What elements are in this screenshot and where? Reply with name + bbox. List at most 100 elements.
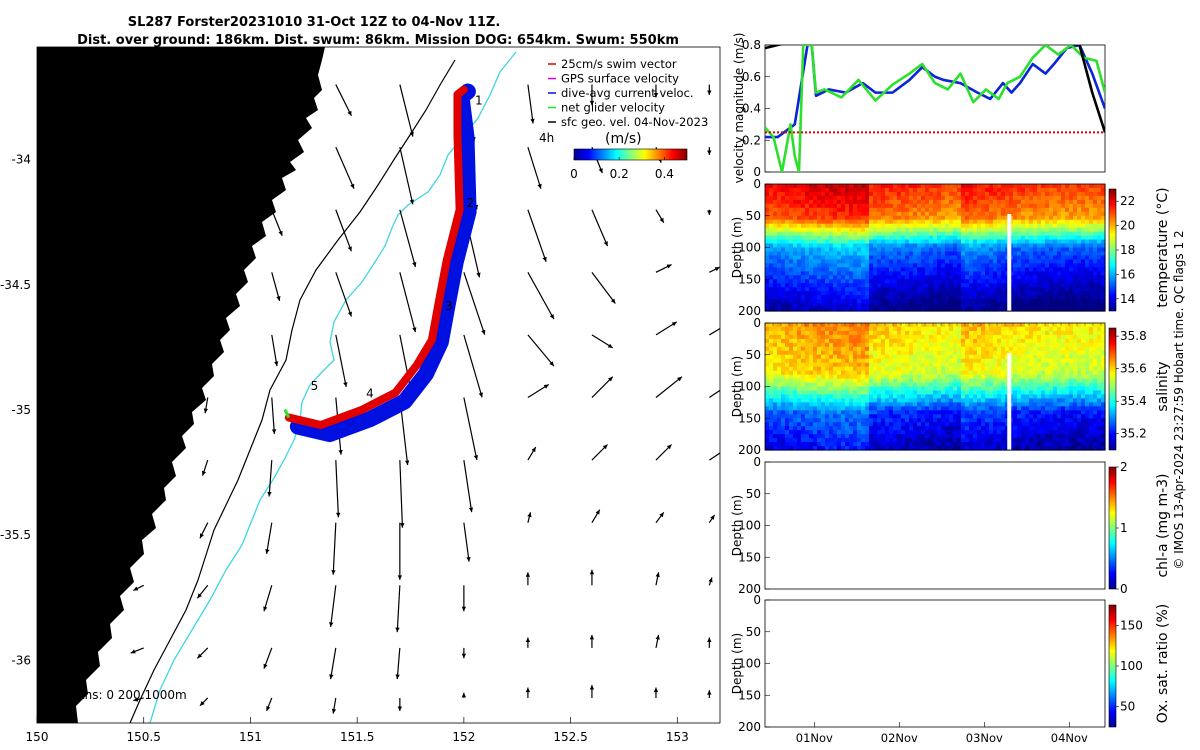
section-cell xyxy=(945,398,950,403)
section-cell xyxy=(921,187,926,193)
section-cell xyxy=(997,275,1002,280)
section-cell xyxy=(1001,267,1006,272)
section-cell xyxy=(1021,247,1026,253)
section-cell xyxy=(937,382,942,388)
section-cell xyxy=(977,323,982,328)
section-cell xyxy=(965,243,970,249)
section-cell xyxy=(1033,239,1038,245)
section-cell xyxy=(861,255,866,261)
section-cell xyxy=(821,434,826,439)
section-cell xyxy=(917,346,922,352)
section-cell xyxy=(1041,207,1046,213)
section-cell xyxy=(973,366,978,372)
section-cell xyxy=(977,418,982,423)
section-cell xyxy=(841,184,846,189)
section-cell xyxy=(993,442,998,447)
section-cell xyxy=(925,410,930,415)
section-cell xyxy=(845,414,850,419)
section-cell xyxy=(865,267,870,272)
section-cell xyxy=(777,398,782,403)
section-cell xyxy=(953,207,958,213)
section-cell xyxy=(1037,247,1042,253)
section-cell xyxy=(781,410,786,415)
section-cell xyxy=(1049,235,1054,241)
section-cell xyxy=(1037,255,1042,261)
section-cell xyxy=(957,378,962,384)
section-cell xyxy=(777,271,782,276)
section-cell xyxy=(805,434,810,439)
section-cell xyxy=(821,191,826,197)
section-cell xyxy=(945,307,950,312)
section-cell xyxy=(877,406,882,411)
section-cell xyxy=(1053,187,1058,193)
section-cell xyxy=(857,330,862,336)
section-cell xyxy=(889,418,894,423)
section-cell xyxy=(997,307,1002,312)
section-cell xyxy=(1061,267,1066,272)
section-cell xyxy=(989,287,994,292)
section-cell xyxy=(845,235,850,241)
section-cell xyxy=(949,330,954,336)
section-cell xyxy=(825,259,830,264)
section-cell xyxy=(1061,263,1066,268)
section-cell xyxy=(953,287,958,292)
section-cell xyxy=(773,195,778,201)
section-cell xyxy=(933,259,938,264)
section-cell xyxy=(885,271,890,276)
section-cell xyxy=(781,227,786,233)
section-cell xyxy=(841,247,846,253)
section-cell xyxy=(949,334,954,340)
section-cell xyxy=(777,247,782,253)
section-cell xyxy=(889,227,894,233)
section-cell xyxy=(801,374,806,380)
section-cell xyxy=(1049,287,1054,292)
section-cell xyxy=(1053,255,1058,261)
section-cell xyxy=(1045,247,1050,253)
section-cell xyxy=(821,323,826,328)
section-cell xyxy=(1009,199,1014,205)
section-cell xyxy=(797,354,802,360)
section-cell xyxy=(801,402,806,407)
section-cell xyxy=(901,199,906,205)
section-cell xyxy=(873,398,878,403)
section-cell xyxy=(793,279,798,284)
section-cell xyxy=(925,338,930,344)
section-cell xyxy=(973,259,978,264)
section-cell xyxy=(1009,219,1014,225)
section-cell xyxy=(973,390,978,396)
section-cell xyxy=(857,287,862,292)
velocity-vector xyxy=(399,460,404,528)
section-cell xyxy=(869,299,874,304)
section-cell xyxy=(1065,279,1070,284)
section-cell xyxy=(765,394,770,400)
section-cell xyxy=(985,394,990,400)
section-cell xyxy=(789,199,794,205)
section-cell xyxy=(853,303,858,308)
section-cell xyxy=(765,446,770,451)
section-cell xyxy=(945,215,950,221)
section-cell xyxy=(1093,195,1098,201)
section-cell xyxy=(993,438,998,443)
section-cell xyxy=(969,219,974,225)
section-cell xyxy=(793,203,798,209)
section-cell xyxy=(1069,275,1074,280)
section-cell xyxy=(805,247,810,253)
section-cell xyxy=(913,358,918,364)
section-cell xyxy=(933,287,938,292)
section-cell xyxy=(1041,271,1046,276)
section-cell xyxy=(1009,215,1014,221)
section-cell xyxy=(873,223,878,229)
section-cell xyxy=(1089,195,1094,201)
section-cell xyxy=(969,378,974,384)
section-cell xyxy=(921,434,926,439)
section-cell xyxy=(881,422,886,427)
section-cell xyxy=(893,402,898,407)
section-cell xyxy=(917,223,922,229)
section-cell xyxy=(769,219,774,225)
section-cell xyxy=(1041,235,1046,241)
section-cell xyxy=(797,223,802,229)
section-cell xyxy=(925,362,930,368)
section-cell xyxy=(973,223,978,229)
section-cell xyxy=(805,323,810,328)
